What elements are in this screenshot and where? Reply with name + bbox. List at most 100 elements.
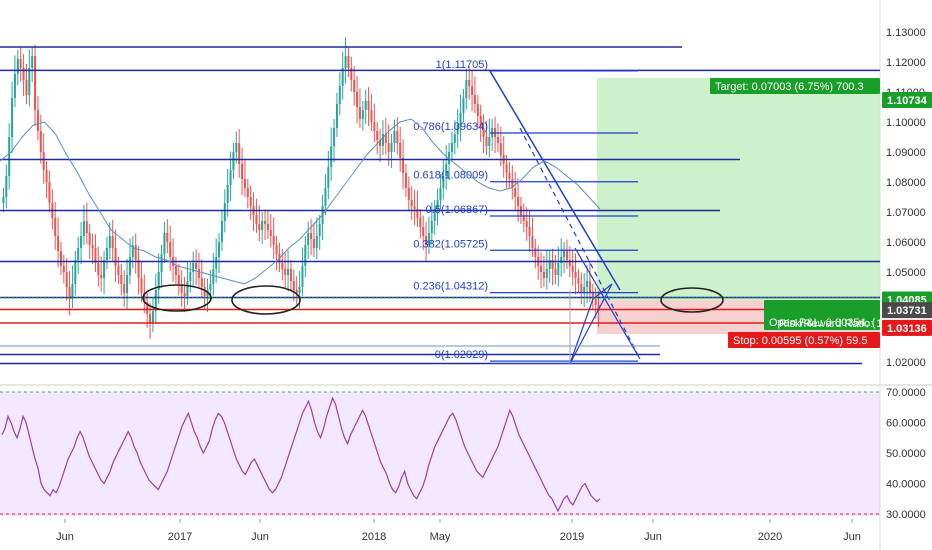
candle-body <box>174 266 177 275</box>
candle-body <box>298 287 301 293</box>
candle-body <box>163 233 166 254</box>
rsi-line <box>1 396 601 513</box>
candle-body <box>28 68 31 95</box>
fib-level-label: 1(1.11705) <box>436 59 488 71</box>
candle-body <box>468 80 471 86</box>
candle-body <box>304 245 307 266</box>
candle-body <box>80 236 83 248</box>
price-marker-text: 1.03731 <box>887 305 927 317</box>
candle-body <box>338 86 341 104</box>
candle-body <box>528 227 531 236</box>
price-marker-bg <box>882 319 932 336</box>
candle-body <box>448 152 451 164</box>
candle-body <box>186 281 189 296</box>
candle-body <box>68 287 71 299</box>
candle-body <box>525 221 528 227</box>
drawings[interactable] <box>0 70 880 364</box>
price-axis[interactable]: 1.130001.120001.110001.100001.090001.080… <box>886 27 926 369</box>
candle-body <box>91 245 94 248</box>
time-tick-label: 2020 <box>758 531 782 543</box>
highlight-ellipse <box>231 285 301 315</box>
sma-line <box>0 118 601 285</box>
candle-body <box>97 263 100 275</box>
candle-body <box>594 299 597 305</box>
candle-body <box>499 143 502 155</box>
rsi-line <box>1 396 601 513</box>
rsi-tick-label: 30.0000 <box>886 509 926 521</box>
highlight-ellipse <box>142 284 212 312</box>
candle-body <box>54 218 57 236</box>
fib-level-label: 0.5(1.06867) <box>426 204 488 216</box>
candle-body <box>419 218 422 227</box>
candle-body <box>2 197 5 203</box>
candle-body <box>376 131 379 140</box>
candle-body <box>344 56 347 68</box>
candle-body <box>557 263 560 275</box>
candle-body <box>255 215 258 224</box>
candle-body <box>586 281 589 287</box>
candle-body <box>583 287 586 293</box>
candle-body <box>59 251 62 266</box>
candle-body <box>85 221 88 233</box>
candle-body <box>229 170 232 185</box>
candle-body <box>327 167 330 188</box>
candles <box>2 37 600 340</box>
candle-body <box>534 248 537 257</box>
candle-body <box>597 305 600 311</box>
candle-body <box>568 260 571 266</box>
candle-body <box>57 236 60 251</box>
candle-body <box>462 98 465 113</box>
candle-body <box>324 188 327 206</box>
candle-body <box>442 176 445 188</box>
candle-body <box>235 143 238 152</box>
candle-body <box>117 266 120 275</box>
candle-body <box>128 257 131 275</box>
candle-body <box>241 164 244 179</box>
candle-body <box>301 266 304 287</box>
candle-body <box>157 272 160 290</box>
annotation-labels: Target: 0.07003 (6.75%) 700.3 Open P&L: 0… <box>710 78 932 348</box>
candle-body <box>310 233 313 239</box>
time-tick-label: 2017 <box>168 531 192 543</box>
candle-body <box>333 128 336 146</box>
candle-body <box>243 179 246 188</box>
fibonacci-retracement[interactable]: 1(1.11705) 0.786(1.09634) 0.618(1.08009) 0.… <box>413 59 638 364</box>
fib-level-label: 0.236(1.04312) <box>413 281 488 293</box>
price-marker-bg <box>882 91 932 108</box>
rsi-pane[interactable] <box>0 392 880 516</box>
candle-body <box>114 248 117 266</box>
candle-body <box>379 140 382 146</box>
candle-body <box>407 188 410 200</box>
risk-reward-text: Risk/Reward Ratio: 1 <box>779 318 882 330</box>
price-tick-label: 1.05000 <box>886 267 926 279</box>
time-axis[interactable]: Jun 2017 Jun 2018 May 2019 Jun 2020 Jun <box>56 519 861 543</box>
candle-body <box>212 269 215 284</box>
candle-body <box>261 221 264 230</box>
target-label: Target: 0.07003 (6.75%) 700.3 <box>710 78 880 94</box>
candle-body <box>238 143 241 164</box>
candle-body <box>367 101 370 110</box>
target-label-text: Target: 0.07003 (6.75%) 700.3 <box>715 81 864 93</box>
candle-body <box>399 143 402 158</box>
candle-body <box>542 272 545 278</box>
stop-label: Stop: 0.00595 (0.57%) 59.5 <box>728 332 880 348</box>
candle-body <box>545 269 548 278</box>
candle-body <box>88 233 91 245</box>
candle-body <box>19 59 22 68</box>
rsi-axis[interactable]: 70.0000 60.0000 50.0000 40.0000 30.0000 <box>886 387 926 521</box>
price-marker-text: 1.03136 <box>887 323 927 335</box>
open-pnl-label-bg <box>764 300 880 330</box>
rsi-tick-label: 70.0000 <box>886 387 926 399</box>
fib-level-label: 0.786(1.09634) <box>413 121 488 133</box>
candle-body <box>183 293 186 296</box>
candle-body <box>13 74 16 98</box>
price-marker: 1.03731 <box>882 302 932 319</box>
candle-body <box>284 269 287 275</box>
price-tick-label: 1.10000 <box>886 117 926 129</box>
candle-body <box>364 101 367 110</box>
candle-body <box>232 152 235 170</box>
candle-body <box>479 116 482 128</box>
time-tick-label: May <box>430 531 451 543</box>
candle-body <box>456 125 459 134</box>
